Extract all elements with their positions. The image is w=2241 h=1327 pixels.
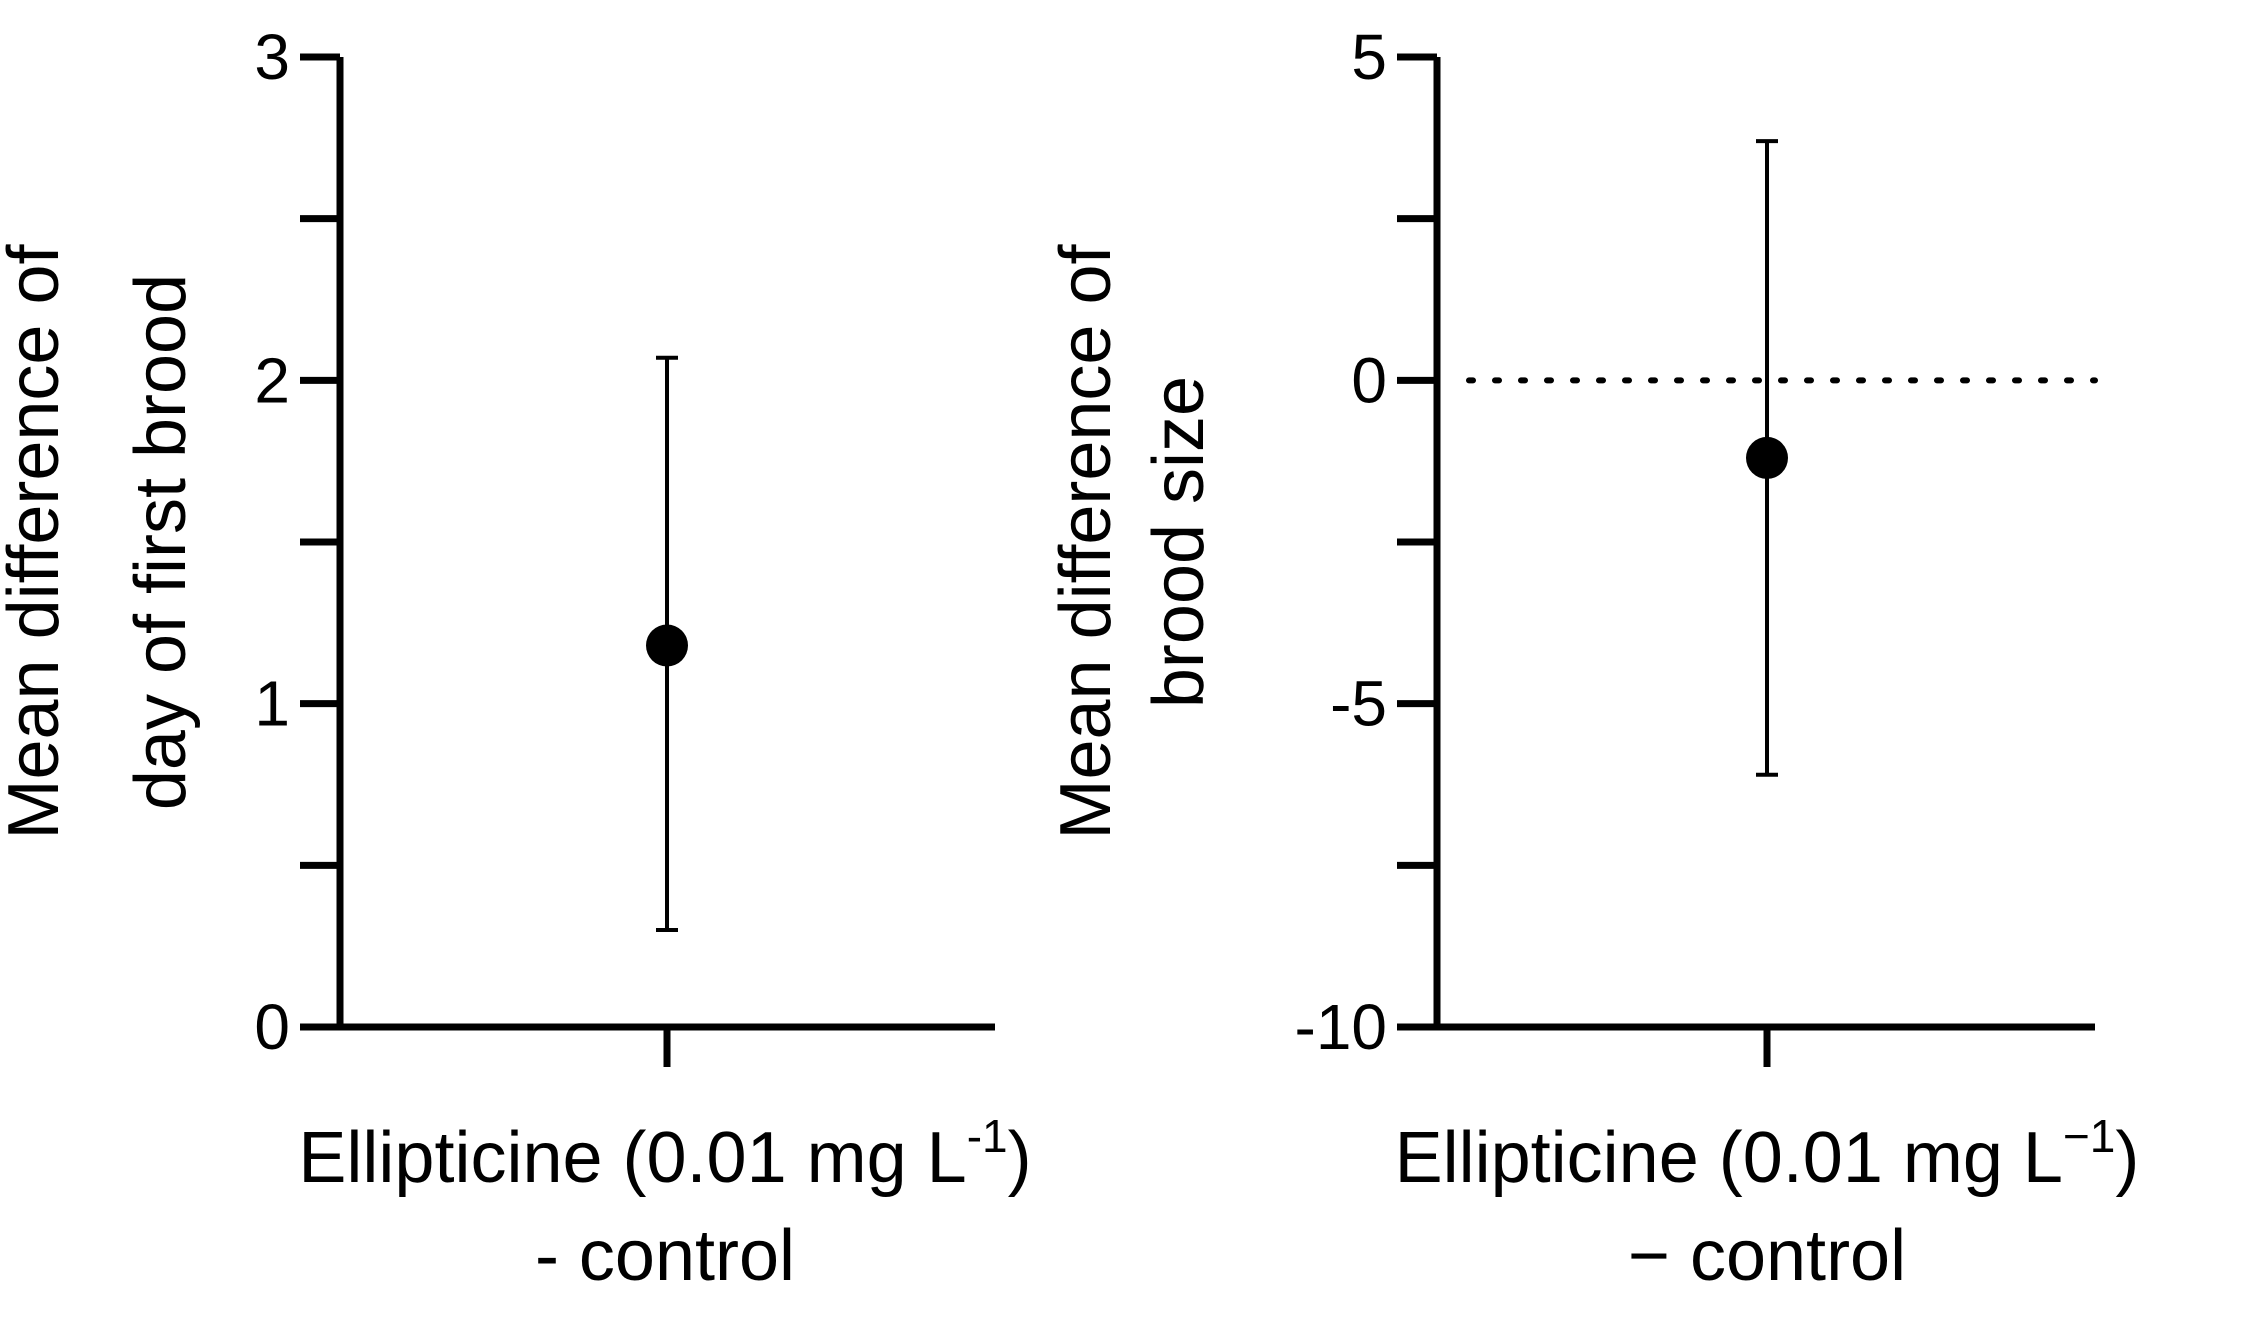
- chart-panel-2: -10 -5 0 5 Mean difference of brood size Ellip…: [1046, 21, 2139, 1296]
- panel-2-y-axis-title: brood size: [1139, 376, 1219, 708]
- panel-1-y-tick-label: 1: [254, 668, 290, 740]
- panel-1-x-axis-title: Ellipticine (0.01 mg L-1): [298, 1110, 1031, 1198]
- panel-2-y-tick-label: -10: [1295, 991, 1388, 1063]
- panel-1-y-axis-title: Mean difference of: [0, 243, 74, 839]
- panel-1-y-tick-label: 2: [254, 344, 290, 416]
- panel-2-data-point: [1746, 436, 1788, 479]
- panel-1-x-axis-title-line-2: - control: [535, 1216, 795, 1296]
- panel-1-data-point: [646, 624, 688, 667]
- panel-1-y-tick-label: 3: [254, 21, 290, 93]
- panel-2-y-tick-label: -5: [1330, 668, 1387, 740]
- panel-1-y-tick-label: 0: [254, 991, 290, 1063]
- panel-2-y-tick-label: 5: [1351, 21, 1387, 93]
- panel-2-x-axis-title: Ellipticine (0.01 mg L−1): [1395, 1110, 2140, 1198]
- panel-2-x-axis-title-line-2: − control: [1628, 1216, 1906, 1296]
- panel-2-y-tick-label: 0: [1351, 344, 1387, 416]
- chart-panel-1: 0 1 2 3 Mean difference of day of first brood…: [0, 21, 1032, 1296]
- panel-1-y-axis-title: day of first brood: [121, 274, 201, 810]
- panel-2-y-axis-title: Mean difference of: [1046, 243, 1126, 839]
